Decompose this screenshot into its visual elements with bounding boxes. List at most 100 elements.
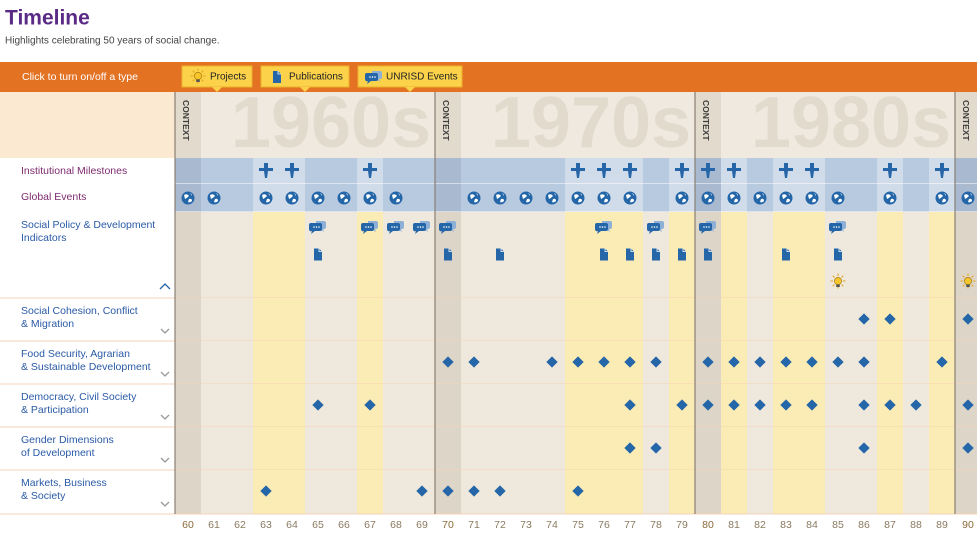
- globe-shape: [519, 191, 533, 205]
- row-label: Food Security, Agrarian: [21, 348, 130, 360]
- grid-cell: [383, 298, 409, 341]
- grid-cell: [955, 341, 977, 384]
- globe-icon: [337, 191, 351, 205]
- globe-icon: [467, 191, 481, 205]
- grid-cell: [175, 212, 201, 298]
- globe-shape: [779, 191, 793, 205]
- globe-icon: [753, 191, 767, 205]
- grid-cell: [877, 470, 903, 514]
- grid-cell: [851, 212, 877, 298]
- header-cell: [357, 92, 383, 158]
- header-cell: [487, 92, 513, 158]
- grid-cell: [253, 341, 279, 384]
- header-cell: [929, 92, 955, 158]
- event-icon: [828, 221, 846, 234]
- type-toggle-button[interactable]: Publications: [260, 65, 350, 92]
- grid-cell: [513, 470, 539, 514]
- grid-cell: [877, 341, 903, 384]
- grid-cell: [357, 341, 383, 384]
- header-cell: [175, 92, 201, 158]
- year-label: 88: [910, 519, 922, 531]
- milestone-shape: [701, 163, 715, 178]
- globe-land: [938, 193, 946, 203]
- milestone-icon: [259, 163, 273, 178]
- year-label: 61: [208, 519, 220, 531]
- grid-cell: [773, 298, 799, 341]
- publication-icon: [314, 248, 322, 261]
- bubble-dot: [445, 226, 448, 228]
- row-chevron[interactable]: [160, 457, 170, 463]
- row-chevron[interactable]: [160, 328, 170, 334]
- grid-cell: [539, 427, 565, 470]
- milestone-shape: [727, 163, 741, 178]
- bubble-dot: [315, 226, 318, 228]
- globe-shape: [961, 191, 975, 205]
- year-label: 83: [780, 519, 792, 531]
- row-chevron[interactable]: [160, 414, 170, 420]
- grid-cell: [357, 427, 383, 470]
- type-toggle-button[interactable]: UNRISD Events: [357, 65, 463, 92]
- document-fold: [708, 248, 712, 252]
- bulb-ray: [201, 79, 204, 82]
- globe-shape: [571, 191, 585, 205]
- row-label: & Society: [21, 490, 66, 502]
- toolbar: [0, 62, 977, 92]
- globe-icon: [883, 191, 897, 205]
- grid-cell: [487, 427, 513, 470]
- globe-land: [366, 193, 374, 203]
- grid-cell: [825, 427, 851, 470]
- bubble-front: [698, 223, 712, 234]
- document-fold: [656, 248, 660, 252]
- grid-cell: [747, 298, 773, 341]
- milestone-icon: [597, 163, 611, 178]
- grid-cell: [513, 298, 539, 341]
- milestone-shape: [623, 163, 637, 178]
- row-chevron[interactable]: [160, 371, 170, 377]
- year-label: 82: [754, 519, 766, 531]
- publication-icon: [782, 248, 790, 261]
- globe-icon: [779, 191, 793, 205]
- bubble-dot: [370, 226, 372, 228]
- header-cell: [383, 92, 409, 158]
- globe-shape: [675, 191, 689, 205]
- row-label: Global Events: [21, 191, 86, 203]
- row-chevron[interactable]: [159, 283, 171, 290]
- globe-land: [522, 193, 530, 203]
- milestone-shape: [935, 163, 949, 178]
- grid-cell: [201, 212, 227, 298]
- globe-shape: [545, 191, 559, 205]
- page-subtitle: Highlights celebrating 50 years of socia…: [5, 36, 220, 47]
- grid-cell: [227, 341, 253, 384]
- grid-cell: [227, 158, 253, 184]
- globe-icon: [181, 191, 195, 205]
- grid-cell: [175, 470, 201, 514]
- globe-icon: [389, 191, 403, 205]
- header-cell: [851, 92, 877, 158]
- year-label: 79: [676, 519, 688, 531]
- decade-label: 1970s: [491, 83, 691, 163]
- type-toggle-button[interactable]: Projects: [181, 65, 253, 92]
- grid-cell: [409, 158, 435, 184]
- grid-cell: [435, 184, 461, 212]
- globe-icon: [935, 191, 949, 205]
- toolbar-prompt: Click to turn on/off a type: [22, 71, 138, 83]
- page-title: Timeline: [5, 7, 90, 30]
- year-label: 66: [338, 519, 350, 531]
- grid-cell: [357, 470, 383, 514]
- globe-shape: [493, 191, 507, 205]
- bubble-front: [594, 223, 608, 234]
- grid-cell: [539, 470, 565, 514]
- row-label: Democracy, Civil Society: [21, 391, 137, 403]
- row-chevron[interactable]: [160, 501, 170, 507]
- globe-shape: [337, 191, 351, 205]
- globe-land: [600, 193, 608, 203]
- milestone-icon: [285, 163, 299, 178]
- decade-label: 1980s: [751, 83, 951, 163]
- grid-cell: [513, 384, 539, 427]
- bubble-front: [412, 223, 426, 234]
- bubble-dot: [365, 226, 367, 228]
- grid-cell: [201, 470, 227, 514]
- document-shape: [704, 248, 712, 261]
- document-shape: [834, 248, 842, 261]
